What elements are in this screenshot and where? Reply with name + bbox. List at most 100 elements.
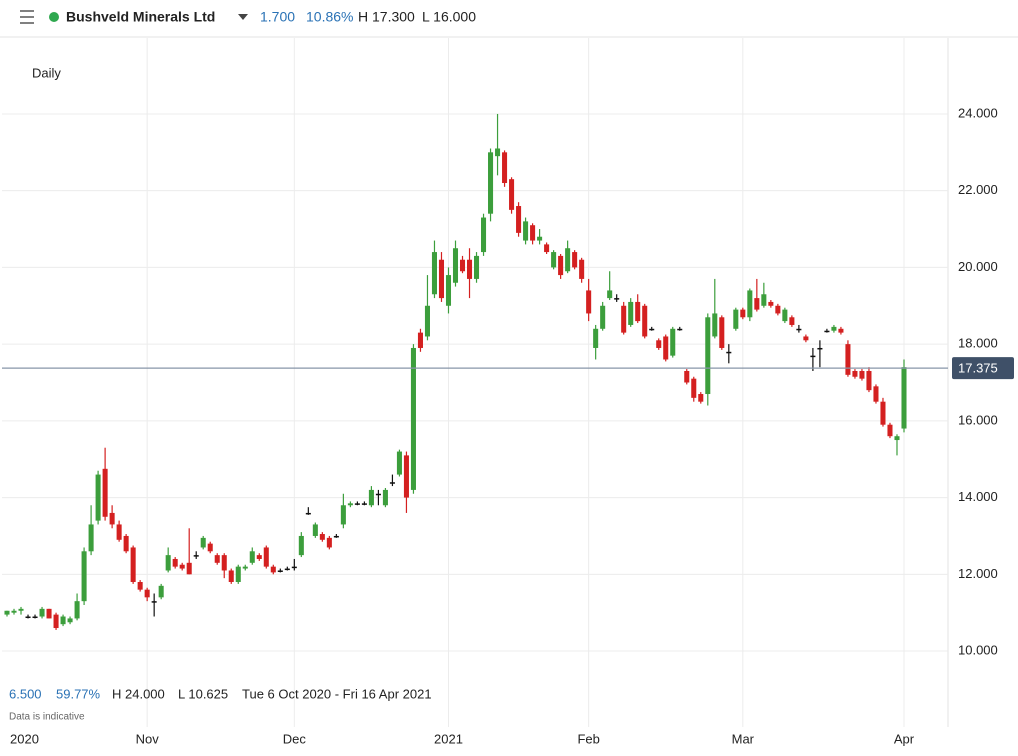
candle-body [544, 244, 550, 253]
candle-body [228, 570, 234, 582]
candle-body [53, 614, 59, 629]
candle-body [249, 551, 255, 563]
candle-body [95, 474, 101, 521]
candle-body [509, 179, 515, 210]
candle-body [375, 493, 381, 496]
candle-body [789, 317, 795, 325]
candle-body [663, 336, 669, 360]
candle-body [305, 512, 311, 515]
candle-body [284, 568, 290, 571]
candle-body [270, 566, 276, 573]
candle-body [102, 468, 108, 517]
candle-body [466, 259, 473, 279]
candle-body [389, 482, 395, 484]
candle-body [691, 378, 697, 398]
candle-body [656, 340, 662, 348]
candle-body [256, 555, 262, 559]
candle-body [60, 616, 66, 625]
candle-body [614, 298, 620, 300]
candle-body [354, 503, 360, 505]
candle-body [25, 616, 31, 619]
x-tick-label: 2020 [10, 731, 39, 746]
day-high: H 17.300 [358, 9, 415, 25]
candle-body [796, 328, 802, 331]
candle-body [705, 317, 711, 395]
candle-body [516, 206, 522, 233]
candle-body [242, 566, 248, 569]
candle-body [11, 610, 17, 613]
menu-icon[interactable] [20, 10, 34, 24]
range-change-pct: 59.77% [56, 686, 101, 701]
candle-body [438, 259, 445, 299]
change-pct: 10.86% [306, 9, 353, 25]
dropdown-caret[interactable] [238, 14, 248, 20]
candle-body [495, 148, 501, 157]
instrument-name[interactable]: Bushveld Minerals Ltd [66, 9, 215, 25]
candle-body [502, 152, 508, 184]
candle-body [845, 344, 851, 375]
candle-body [277, 570, 283, 572]
candle-body [459, 259, 466, 272]
candle-body [782, 309, 788, 322]
range-change: 6.500 [9, 686, 42, 701]
candle-body [474, 255, 480, 279]
candle-body [649, 328, 655, 331]
candle-body [396, 451, 402, 475]
x-tick-label: Apr [894, 731, 915, 746]
candle-body [677, 328, 683, 331]
y-tick-label: 18.000 [958, 336, 998, 351]
candle-body [600, 305, 606, 329]
candle-body [712, 313, 718, 337]
x-tick-label: Dec [283, 731, 307, 746]
candle-body [431, 252, 437, 295]
candle-body [586, 290, 592, 314]
candle-body [144, 589, 150, 598]
candle-body [32, 616, 38, 619]
candle-body [838, 328, 844, 333]
y-tick-label: 16.000 [958, 412, 998, 427]
candle-body [642, 305, 648, 337]
candle-body [873, 386, 879, 402]
y-tick-label: 20.000 [958, 259, 998, 274]
candle-body [488, 152, 494, 214]
candle-body [880, 401, 886, 425]
range-low: L 10.625 [178, 686, 228, 701]
candle-body [754, 298, 760, 310]
candle-body [859, 370, 865, 379]
x-tick-label: Mar [732, 731, 755, 746]
grid [2, 38, 948, 727]
candle-body [88, 524, 94, 552]
candle-body [410, 347, 416, 490]
candle-body [628, 301, 634, 325]
candle-body [894, 436, 900, 441]
last-price-box [952, 357, 1014, 380]
candle-body [221, 555, 227, 571]
candle-body [18, 608, 24, 611]
candle-body [109, 512, 115, 525]
candle-body [747, 290, 753, 318]
candle-body [481, 217, 487, 253]
y-tick-label: 10.000 [958, 642, 998, 657]
candle-body [572, 252, 578, 268]
candle-body [684, 370, 690, 383]
x-tick-label: Nov [136, 731, 160, 746]
candle-body [530, 225, 536, 241]
candle-body [193, 555, 199, 557]
candle-body [523, 221, 529, 241]
candle-body [158, 585, 164, 598]
candle-body [866, 370, 872, 391]
candle-body [852, 370, 858, 377]
candle-body [593, 328, 599, 348]
candle-body [207, 543, 213, 552]
candle-body [74, 601, 80, 619]
candle-body [312, 524, 318, 536]
range-high: H 24.000 [112, 686, 165, 701]
candle-body [186, 562, 192, 575]
candle-body [579, 259, 585, 279]
interval-label: Daily [32, 65, 61, 80]
candle-body [200, 537, 206, 548]
candle-body [179, 564, 185, 569]
candle-body [403, 455, 409, 498]
